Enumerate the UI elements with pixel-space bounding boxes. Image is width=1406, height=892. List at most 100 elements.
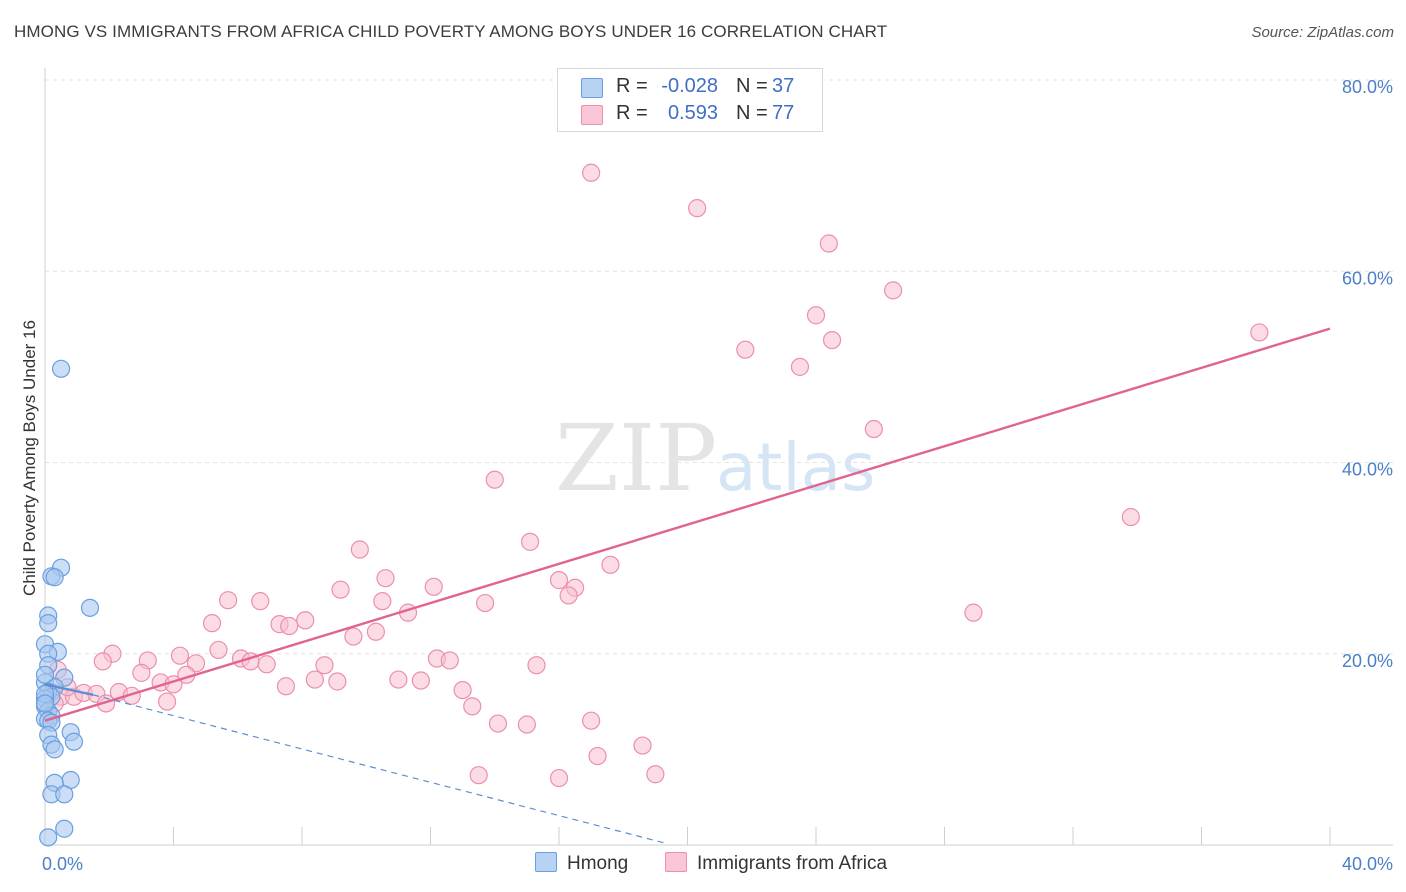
n-value-hmong: 37 bbox=[772, 75, 795, 97]
hmong-point bbox=[35, 694, 55, 713]
africa-point bbox=[296, 611, 315, 630]
x-tick-label-min: 0.0% bbox=[42, 854, 83, 874]
africa-point bbox=[331, 580, 350, 599]
africa-point bbox=[1250, 323, 1269, 342]
africa-trend-line bbox=[44, 327, 1331, 722]
africa-point bbox=[209, 640, 228, 660]
africa-point bbox=[373, 592, 392, 611]
hmong-points bbox=[35, 359, 100, 847]
africa-point bbox=[646, 765, 665, 784]
r-value-hmong: -0.028 bbox=[661, 75, 718, 97]
africa-point bbox=[132, 663, 151, 682]
africa-point bbox=[790, 357, 810, 376]
africa-point bbox=[864, 419, 883, 439]
gridlines bbox=[45, 79, 1393, 655]
africa-point bbox=[93, 652, 112, 671]
chart-title: HMONG VS IMMIGRANTS FROM AFRICA CHILD PO… bbox=[14, 22, 888, 41]
africa-point bbox=[463, 697, 482, 716]
africa-point bbox=[315, 656, 334, 675]
hmong-point bbox=[45, 568, 64, 587]
africa-point bbox=[469, 766, 488, 785]
y-tick-label: 40.0% bbox=[1342, 460, 1393, 480]
africa-point bbox=[344, 627, 363, 646]
africa-point bbox=[453, 680, 472, 700]
africa-point bbox=[366, 622, 385, 641]
africa-point bbox=[964, 603, 983, 622]
africa-point bbox=[688, 199, 707, 218]
africa-point bbox=[411, 671, 430, 690]
africa-point bbox=[1121, 507, 1140, 527]
africa-point bbox=[280, 616, 299, 636]
n-label: N = bbox=[736, 75, 768, 97]
hmong-point bbox=[51, 359, 71, 378]
africa-point bbox=[328, 672, 347, 691]
africa-point bbox=[276, 677, 296, 696]
africa-point bbox=[389, 670, 408, 689]
africa-legend-swatch bbox=[665, 852, 687, 872]
africa-point bbox=[819, 234, 838, 253]
africa-point bbox=[527, 656, 546, 675]
y-tick-label: 60.0% bbox=[1342, 268, 1393, 288]
africa-point bbox=[806, 306, 826, 325]
y-tick-label: 80.0% bbox=[1342, 77, 1393, 97]
hmong-legend-swatch bbox=[535, 852, 557, 872]
hmong-point bbox=[64, 732, 84, 751]
watermark-zip: ZIP bbox=[555, 405, 717, 512]
africa-point bbox=[633, 736, 652, 755]
correlation-legend: R = -0.028 N = 37 R = 0.593 N = 77 bbox=[557, 68, 823, 132]
africa-point bbox=[582, 711, 601, 730]
africa-point bbox=[424, 577, 443, 596]
africa-point bbox=[476, 593, 495, 613]
africa-point bbox=[582, 163, 601, 182]
africa-point bbox=[588, 746, 607, 766]
hmong-trend-line bbox=[44, 683, 94, 697]
legend-africa: Immigrants from Africa bbox=[665, 852, 887, 875]
r-value-africa: 0.593 bbox=[667, 102, 718, 124]
africa-point bbox=[549, 571, 569, 590]
source-label: Source: ZipAtlas.com bbox=[1251, 24, 1394, 41]
hmong-point bbox=[55, 785, 74, 804]
africa-swatch bbox=[581, 105, 603, 125]
hmong-point bbox=[39, 614, 58, 633]
r-label: R = bbox=[616, 102, 648, 124]
africa-point bbox=[559, 586, 578, 605]
africa-point bbox=[485, 470, 504, 489]
africa-point bbox=[520, 532, 540, 551]
africa-point bbox=[549, 768, 569, 788]
africa-point bbox=[305, 670, 324, 689]
africa-point bbox=[202, 614, 222, 633]
africa-point bbox=[488, 714, 508, 733]
hmong-point bbox=[45, 740, 64, 759]
legend-row-africa: R = 0.593 N = 77 bbox=[558, 100, 822, 128]
tick-labels: 80.0% 60.0% 40.0% 20.0% 0.0% 40.0% bbox=[42, 77, 1393, 874]
hmong-legend-label: Hmong bbox=[567, 853, 629, 874]
africa-point bbox=[440, 651, 459, 670]
legend-row-hmong: R = -0.028 N = 37 bbox=[558, 73, 822, 101]
africa-point bbox=[517, 715, 536, 734]
africa-point bbox=[601, 555, 620, 574]
africa-point bbox=[251, 592, 270, 611]
y-tick-label: 20.0% bbox=[1342, 651, 1393, 671]
hmong-trend-extension bbox=[93, 694, 666, 844]
hmong-swatch bbox=[581, 78, 603, 98]
africa-legend-label: Immigrants from Africa bbox=[697, 853, 888, 874]
r-label: R = bbox=[616, 75, 648, 97]
africa-point bbox=[157, 692, 177, 711]
n-value-africa: 77 bbox=[772, 102, 795, 124]
hmong-point bbox=[80, 598, 100, 617]
hmong-point bbox=[35, 665, 55, 684]
africa-point bbox=[736, 340, 755, 359]
x-tick-label-max: 40.0% bbox=[1342, 854, 1393, 874]
africa-point bbox=[350, 540, 369, 559]
watermark-atlas: atlas bbox=[716, 429, 876, 506]
africa-point bbox=[883, 281, 903, 300]
africa-points bbox=[42, 163, 1269, 788]
hmong-point bbox=[55, 819, 74, 838]
africa-point bbox=[376, 569, 395, 588]
africa-point bbox=[822, 331, 842, 350]
legend-hmong: Hmong bbox=[535, 852, 628, 875]
africa-point bbox=[219, 591, 238, 610]
africa-point bbox=[170, 646, 190, 665]
n-label: N = bbox=[736, 102, 768, 124]
